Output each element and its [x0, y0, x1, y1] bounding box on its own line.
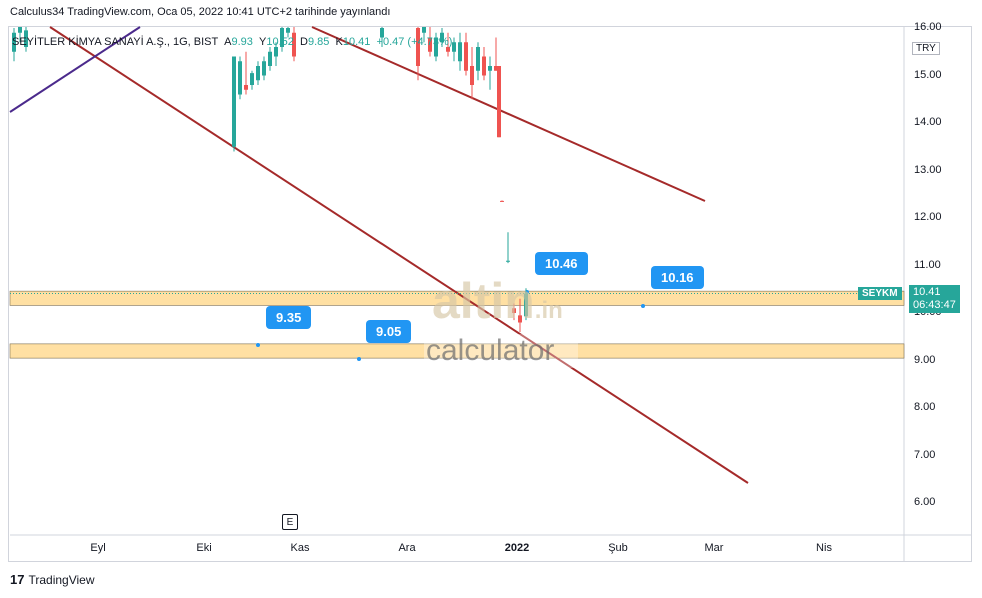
- candle-body: [446, 47, 450, 52]
- trendline-long: [49, 26, 749, 484]
- callout-9-35[interactable]: 9.35: [266, 306, 312, 329]
- legend-change: +0.47 (+4.73%): [376, 36, 453, 48]
- callout-anchor: [641, 304, 645, 308]
- candle-body: [244, 85, 248, 90]
- candle-body: [500, 200, 504, 202]
- candle-body: [452, 42, 456, 52]
- published-by-line: Calculus34 TradingView.com, Oca 05, 2022…: [10, 6, 391, 18]
- watermark-subtitle: calculator: [424, 334, 579, 368]
- y-tick-label: 13.00: [914, 163, 942, 176]
- candle-body: [524, 293, 528, 317]
- candle-body: [494, 66, 498, 71]
- candle-body: [488, 66, 492, 71]
- trendline-upper: [311, 26, 706, 202]
- candle-body: [292, 32, 296, 57]
- candle-body: [434, 37, 438, 57]
- candle-body: [497, 66, 501, 138]
- bar-countdown: 06:43:47: [913, 299, 956, 311]
- y-tick-label: 12.00: [914, 211, 942, 223]
- y-tick-label: 9.00: [914, 353, 936, 366]
- candle-body: [440, 32, 444, 43]
- candle-body: [512, 308, 516, 313]
- candle-body: [268, 51, 272, 66]
- callout-9-05[interactable]: 9.05: [366, 320, 412, 343]
- candle-body: [470, 66, 474, 85]
- y-tick-label: 16.00: [914, 21, 942, 33]
- legend-high: 10.52: [266, 36, 294, 48]
- candle-body: [380, 28, 384, 38]
- y-tick-label: 15.00: [914, 68, 942, 81]
- x-tick-label: Eki: [196, 542, 212, 554]
- ohlc-legend: SEYİTLER KİMYA SANAYİ A.Ş., 1G, BIST A9.…: [12, 36, 453, 48]
- tradingview-logo-icon: 17: [10, 572, 25, 587]
- x-tick-label: Kas: [290, 542, 310, 554]
- candle-body: [24, 30, 28, 47]
- legend-low: 9.85: [308, 36, 330, 48]
- x-tick-label: 2022: [504, 542, 530, 554]
- candle-body: [262, 61, 266, 76]
- legend-symbol: SEYİTLER KİMYA SANAYİ A.Ş., 1G, BIST: [12, 36, 219, 48]
- y-tick-label: 14.00: [914, 116, 942, 128]
- x-tick-label: Eyl: [90, 542, 106, 554]
- y-tick-label: 7.00: [914, 448, 936, 461]
- candle-body: [518, 315, 522, 323]
- candle-body: [232, 56, 236, 147]
- earnings-event-marker[interactable]: E: [282, 514, 298, 530]
- candle-body: [506, 260, 510, 262]
- x-tick-label: Şub: [608, 542, 628, 554]
- price-zone: [9, 290, 905, 306]
- candle-body: [458, 42, 462, 62]
- y-tick-label: 6.00: [914, 496, 936, 508]
- footer-brand: TradingView: [28, 572, 95, 587]
- currency-badge[interactable]: TRY: [912, 42, 940, 55]
- callout-anchor: [357, 357, 361, 361]
- candle-body: [250, 73, 254, 85]
- candle-body: [256, 66, 260, 81]
- y-tick-label: 8.00: [914, 401, 936, 413]
- candle-body: [18, 27, 22, 33]
- candle-body: [482, 56, 486, 76]
- chart-frame: [8, 26, 972, 562]
- footer-branding[interactable]: 17 TradingView: [10, 572, 95, 587]
- candle-body: [464, 42, 468, 71]
- candle-body: [12, 32, 16, 52]
- x-tick-label: Ara: [398, 542, 416, 554]
- candle-body: [238, 61, 242, 95]
- price-zone: [9, 343, 905, 359]
- candle-body: [416, 28, 420, 66]
- candle-body: [428, 37, 432, 52]
- callout-anchor: [256, 343, 260, 347]
- candle-body: [274, 47, 278, 57]
- candle-body: [422, 27, 426, 33]
- watermark-logo: altin.in: [432, 273, 563, 329]
- symbol-price-tag: SEYKM: [858, 287, 902, 300]
- x-tick-label: Nis: [816, 542, 832, 554]
- last-price: 10.41: [913, 286, 941, 298]
- y-tick-label: 11.00: [914, 258, 941, 271]
- legend-open: 9.93: [231, 36, 253, 48]
- callout-10-46[interactable]: 10.46: [535, 252, 588, 275]
- last-price-tag: 10.41 06:43:47: [909, 285, 960, 313]
- legend-close: 10.41: [342, 36, 371, 48]
- x-tick-label: Mar: [704, 542, 724, 554]
- candle-body: [280, 28, 284, 47]
- candle-body: [286, 28, 290, 33]
- trendline-purple: [9, 26, 141, 113]
- callout-10-16[interactable]: 10.16: [651, 266, 704, 289]
- candle-body: [476, 47, 480, 71]
